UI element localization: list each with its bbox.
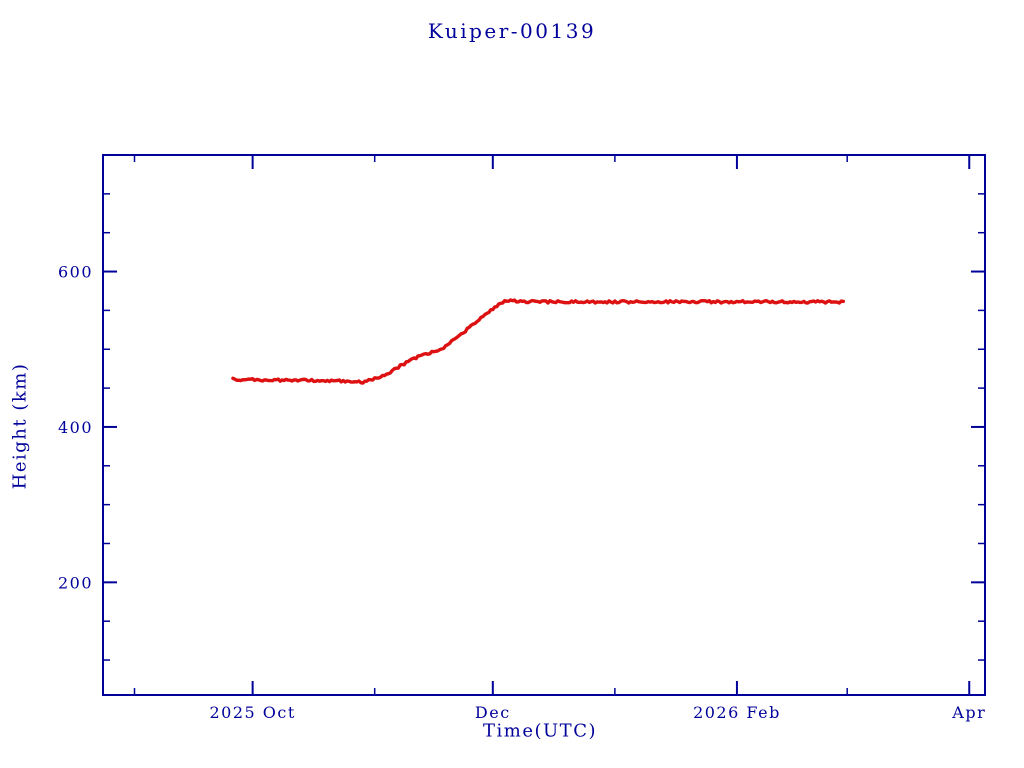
y-tick-label: 200 [58, 573, 93, 592]
y-tick-label: 400 [58, 418, 93, 437]
series-height-line [231, 298, 845, 385]
x-tick-label: Apr [951, 703, 986, 722]
x-tick-label: Dec [475, 703, 511, 722]
chart-title: Kuiper-00139 [427, 19, 597, 43]
x-axis-label: Time(UTC) [483, 720, 597, 742]
x-tick-label: 2026 Feb [693, 703, 781, 722]
plot-frame [102, 154, 986, 696]
y-axis-label: Height (km) [9, 362, 31, 490]
x-tick-label: 2025 Oct [209, 703, 295, 722]
y-tick-label: 600 [58, 263, 93, 282]
